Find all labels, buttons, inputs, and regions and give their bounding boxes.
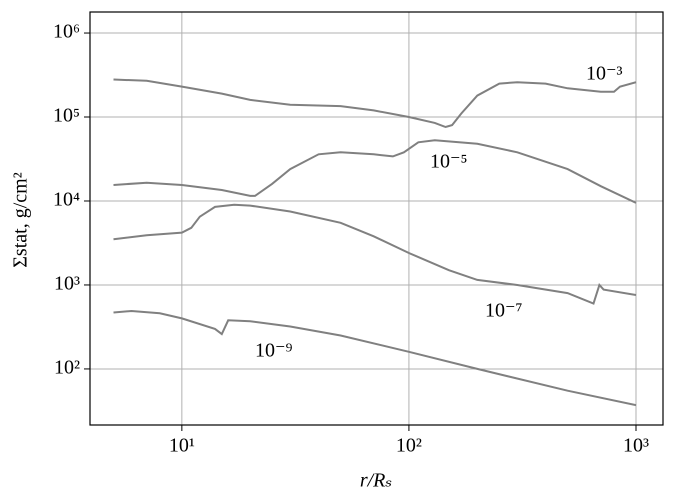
series-label: 10⁻⁵ [430, 151, 468, 173]
y-tick-label: 10³ [54, 273, 80, 295]
series-line [113, 309, 637, 407]
y-tick-label: 10⁴ [53, 189, 80, 211]
x-tick-label: 10³ [623, 435, 649, 457]
y-axis-label: Σstat, g/cm² [10, 172, 32, 267]
series-line [113, 139, 637, 204]
y-tick-label: 10² [54, 357, 80, 379]
x-tick-label: 10¹ [169, 435, 195, 457]
series-label: 10⁻⁹ [255, 340, 293, 362]
y-tick-label: 10⁶ [53, 21, 80, 43]
y-tick-label: 10⁵ [53, 105, 80, 127]
x-axis-label: r/Rₛ [360, 470, 392, 492]
plot-frame [89, 11, 664, 426]
x-tick-label: 10² [396, 435, 422, 457]
series-line [113, 78, 637, 129]
series-label: 10⁻³ [586, 63, 623, 85]
series-label: 10⁻⁷ [485, 300, 523, 322]
series-line [113, 203, 637, 305]
